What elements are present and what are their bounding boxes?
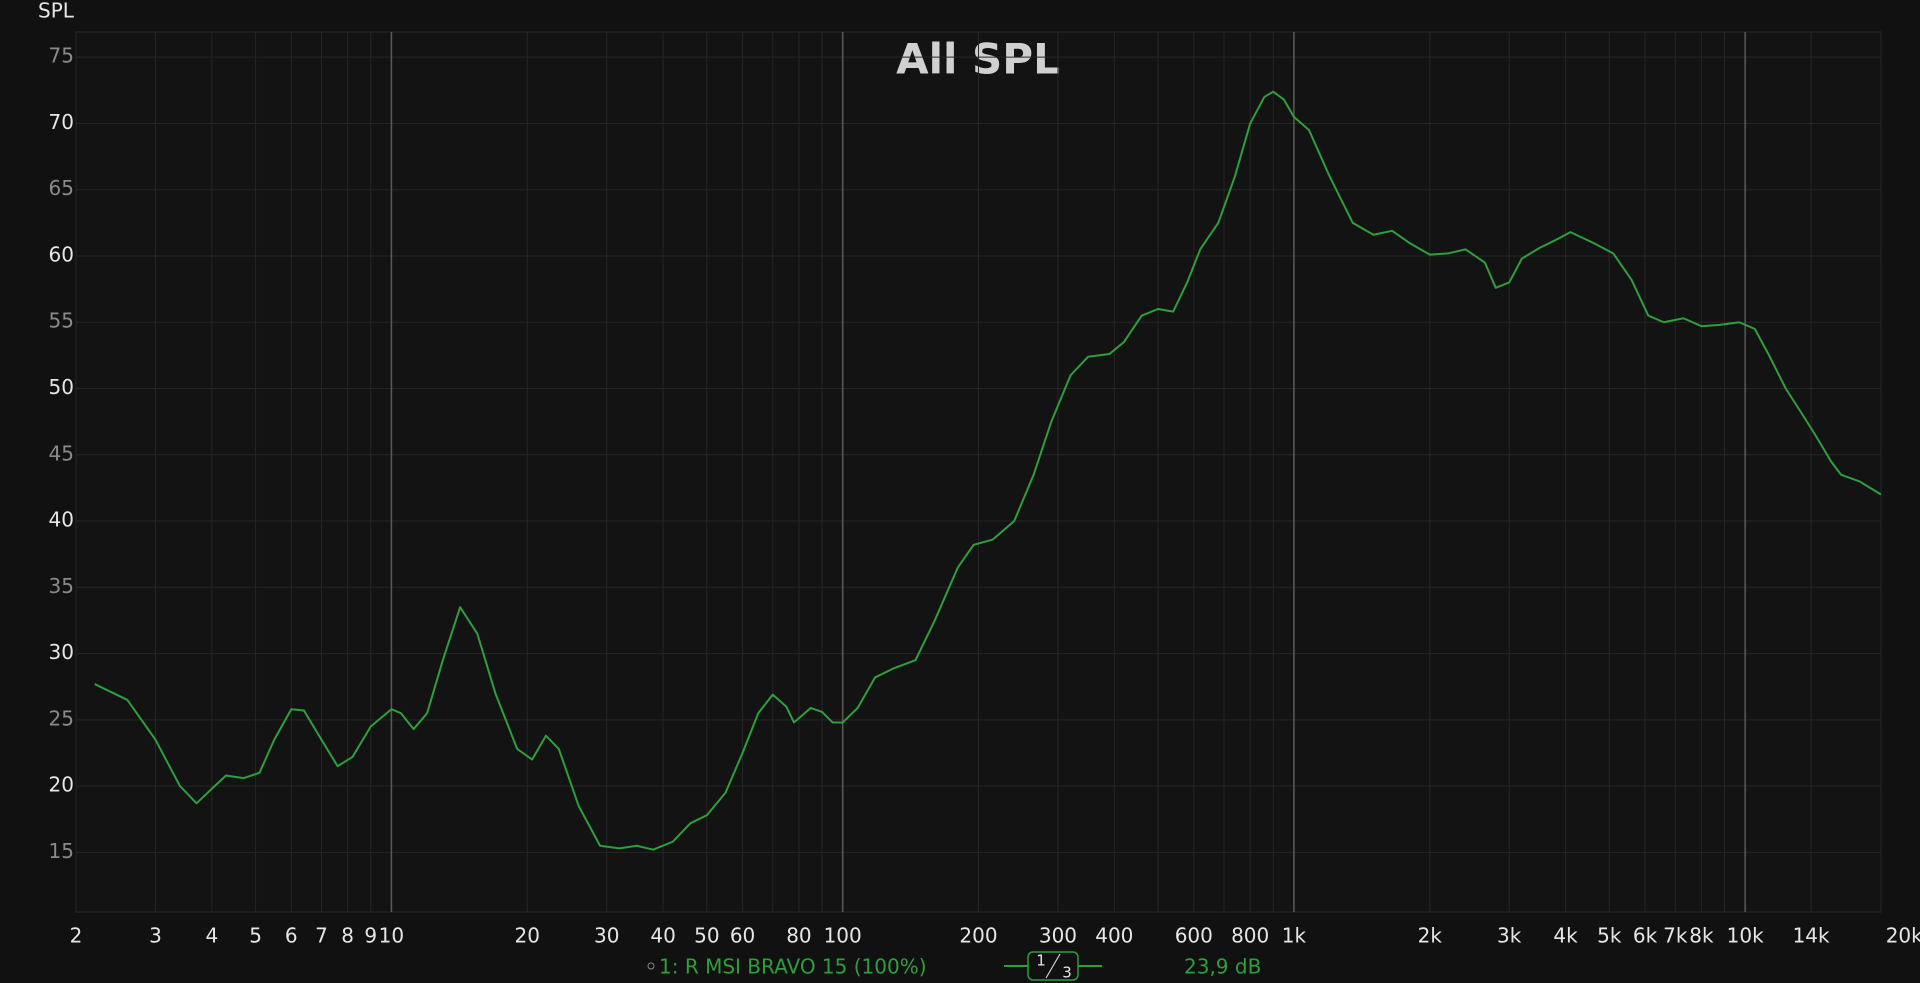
x-tick-label: 800: [1231, 924, 1269, 948]
x-tick-label: 50: [694, 924, 719, 948]
x-tick-label: 10k: [1727, 924, 1764, 948]
series-line: [94, 90, 1882, 851]
x-tick-label: 20kHz: [1886, 924, 1920, 948]
y-tick-label: 30: [49, 640, 74, 664]
y-axis-label: SPL: [38, 0, 75, 23]
x-tick-label: 4k: [1553, 924, 1578, 948]
x-tick-label: 5k: [1597, 924, 1622, 948]
smoothing-box[interactable]: [1027, 951, 1079, 981]
x-tick-label: 400: [1095, 924, 1133, 948]
x-tick-label: 9: [364, 924, 377, 948]
x-tick-label: 1k: [1282, 924, 1307, 948]
x-tick-label: 6k: [1633, 924, 1658, 948]
legend-dot: [647, 962, 655, 970]
smoothing-numerator: 1: [1036, 952, 1046, 970]
smoothing-denominator: 3: [1062, 964, 1072, 982]
y-tick-label: 45: [49, 441, 74, 465]
y-tick-label: 35: [49, 574, 74, 598]
x-tick-label: 8: [341, 924, 354, 948]
x-tick-label: 4: [205, 924, 218, 948]
x-tick-label: 60: [730, 924, 755, 948]
x-tick-label: 2k: [1418, 924, 1443, 948]
y-tick-label: 40: [49, 508, 74, 532]
x-tick-label: 7: [315, 924, 328, 948]
y-tick-label: 65: [49, 176, 74, 200]
legend-entry: 1: R MSI BRAVO 15 (100%): [659, 955, 927, 979]
y-tick-label: 25: [49, 706, 74, 730]
x-tick-label: 300: [1039, 924, 1077, 948]
x-tick-label: 40: [650, 924, 675, 948]
smoothing-slash: [1045, 953, 1061, 979]
x-tick-label: 2: [70, 924, 83, 948]
y-tick-label: 75: [49, 44, 74, 68]
x-tick-label: 10: [379, 924, 404, 948]
readout: 23,9 dB: [1184, 955, 1261, 979]
x-tick-label: 7k: [1663, 924, 1688, 948]
y-tick-label: 70: [49, 110, 74, 134]
x-tick-label: 8k: [1689, 924, 1714, 948]
x-tick-label: 100: [824, 924, 862, 948]
y-tick-label: 55: [49, 309, 74, 333]
x-tick-label: 600: [1175, 924, 1213, 948]
x-tick-label: 200: [959, 924, 997, 948]
x-tick-label: 5: [249, 924, 262, 948]
y-tick-label: 50: [49, 375, 74, 399]
x-tick-label: 30: [594, 924, 619, 948]
x-tick-label: 6: [285, 924, 298, 948]
x-tick-label: 3: [149, 924, 162, 948]
y-tick-label: 15: [49, 839, 74, 863]
y-tick-label: 60: [49, 242, 74, 266]
x-tick-label: 3k: [1497, 924, 1522, 948]
x-tick-label: 14k: [1793, 924, 1830, 948]
x-tick-label: 80: [786, 924, 811, 948]
x-tick-label: 20: [515, 924, 540, 948]
y-tick-label: 20: [49, 773, 74, 797]
